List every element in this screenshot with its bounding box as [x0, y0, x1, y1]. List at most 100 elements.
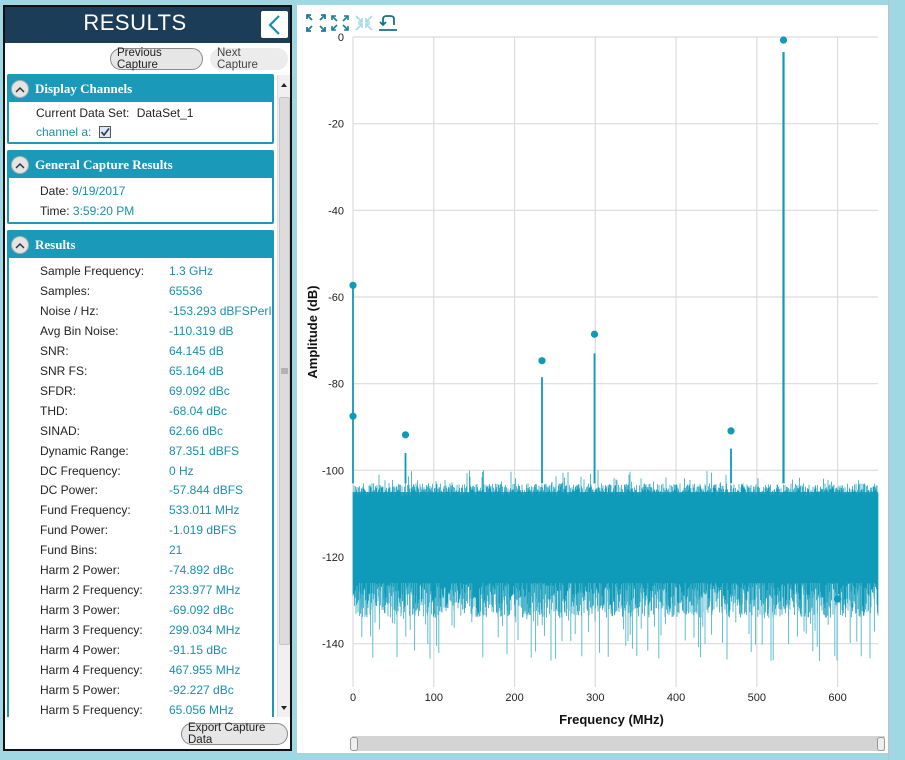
- result-value: 65.164 dB: [169, 363, 224, 378]
- previous-capture-button[interactable]: Previous Capture: [110, 47, 203, 71]
- result-label: Samples:: [40, 283, 91, 298]
- y-tick-label: -40: [328, 205, 344, 217]
- panel-title: RESULTS: [83, 10, 187, 35]
- results-panel: RESULTS Previous Capture Next Capture Di…: [3, 5, 292, 751]
- marker-point: [779, 36, 788, 44]
- result-value: -110.319 dB: [169, 323, 234, 338]
- reset-zoom-icon[interactable]: [377, 13, 399, 33]
- y-axis-title: Amplitude (dB): [305, 285, 320, 378]
- marker-point: [401, 431, 410, 439]
- result-value: -153.293 dBFSPerI: [169, 303, 272, 318]
- result-value: 64.145 dB: [169, 343, 224, 358]
- section-title: General Capture Results: [35, 157, 173, 172]
- general-capture-header[interactable]: General Capture Results: [9, 152, 272, 178]
- general-capture-section: General Capture Results Date: 9/19/2017 …: [7, 150, 274, 224]
- scroll-down-arrow-icon[interactable]: [278, 703, 290, 713]
- chevron-up-icon[interactable]: [11, 80, 29, 98]
- date-label: Date:: [40, 184, 69, 198]
- result-label: Harm 5 Frequency:: [40, 702, 143, 717]
- chart-toolbar: [305, 13, 399, 33]
- spectrum-chart[interactable]: 0 -20 -40 -60 -80 -100 -120 -140 0 100 200 300 400 50…: [297, 5, 888, 735]
- markers: [349, 36, 842, 603]
- result-value: 233.977 MHz: [169, 583, 241, 598]
- result-label: DC Power:: [40, 483, 99, 498]
- current-data-set-label: Current Data Set:: [36, 106, 130, 120]
- chevron-up-icon[interactable]: [11, 236, 29, 254]
- result-value: -74.892 dBc: [169, 563, 234, 578]
- result-value: -69.092 dBc: [169, 603, 234, 618]
- marker-point: [349, 281, 357, 289]
- scrollbar-thumb[interactable]: [279, 97, 290, 645]
- time-label: Time:: [40, 204, 70, 218]
- result-label: Fund Frequency:: [40, 503, 131, 518]
- x-tick-label: 0: [350, 692, 356, 704]
- y-tick-label: -80: [328, 379, 344, 391]
- date-row: Date: 9/19/2017: [40, 184, 125, 198]
- result-label: Noise / Hz:: [40, 303, 99, 318]
- zoom-extents-icon[interactable]: [305, 13, 327, 33]
- result-value: 299.034 MHz: [169, 623, 241, 638]
- time-value: 3:59:20 PM: [72, 204, 135, 218]
- results-section: Results Sample Frequency: 1.3 GHz Samples:…: [7, 230, 274, 717]
- current-data-set-value: DataSet_1: [136, 106, 194, 120]
- result-label: SINAD:: [40, 423, 81, 438]
- result-label: Harm 2 Power:: [40, 563, 121, 578]
- result-label: Sample Frequency:: [40, 264, 145, 278]
- result-value: -57.844 dBFS: [169, 483, 244, 498]
- next-capture-button[interactable]: Next Capture: [210, 47, 288, 71]
- scroll-up-arrow-icon[interactable]: [278, 80, 290, 90]
- display-channels-header[interactable]: Display Channels: [9, 76, 272, 102]
- chevron-up-icon[interactable]: [11, 156, 29, 174]
- section-title: Results: [35, 237, 76, 252]
- horizontal-range-scrollbar[interactable]: [350, 736, 885, 751]
- x-tick-label: 500: [748, 692, 766, 704]
- result-label: Harm 5 Power:: [40, 682, 121, 697]
- result-label: Avg Bin Noise:: [40, 323, 119, 338]
- y-tick-label: -120: [322, 552, 344, 564]
- date-value: 9/19/2017: [72, 184, 126, 198]
- section-title: Display Channels: [35, 81, 133, 96]
- export-capture-data-button[interactable]: Export Capture Data: [181, 722, 288, 746]
- display-channels-section: Display Channels Current Data Set: DataS…: [7, 74, 274, 144]
- zoom-out-icon[interactable]: [353, 13, 375, 33]
- time-row: Time: 3:59:20 PM: [40, 204, 134, 218]
- result-value: 0 Hz: [169, 463, 194, 478]
- collapse-panel-button[interactable]: [261, 11, 288, 38]
- range-start-handle[interactable]: [350, 737, 358, 751]
- x-tick-label: 200: [505, 692, 523, 704]
- result-value: 467.955 MHz: [169, 663, 241, 677]
- marker-point: [590, 330, 599, 338]
- results-header-bar[interactable]: Results: [9, 232, 272, 258]
- marker-point: [349, 412, 357, 420]
- plot-panel: [297, 5, 888, 753]
- result-value: 21: [169, 543, 183, 558]
- x-axis-title: Frequency (MHz): [559, 712, 664, 727]
- current-data-set-row: Current Data Set: DataSet_1: [36, 106, 193, 120]
- result-label: SFDR:: [40, 383, 76, 398]
- result-value: 69.092 dBc: [169, 383, 230, 398]
- result-label: THD:: [40, 403, 68, 418]
- tick-labels: 0 -20 -40 -60 -80 -100 -120 -140 0 100 200 300 400 50…: [322, 32, 847, 704]
- x-tick-label: 100: [425, 692, 443, 704]
- result-label: SNR FS:: [40, 363, 88, 378]
- y-tick-label: -20: [328, 119, 344, 131]
- result-label: Harm 2 Frequency:: [40, 583, 143, 598]
- range-end-handle[interactable]: [877, 737, 885, 751]
- grip-icon: [281, 368, 288, 374]
- noise-core: [353, 492, 878, 575]
- channel-a-checkbox[interactable]: [98, 126, 111, 138]
- marker-point: [727, 427, 735, 435]
- results-scroll-area: Display Channels Current Data Set: DataS…: [6, 74, 275, 717]
- result-label: Fund Power:: [40, 523, 109, 538]
- y-tick-label: -60: [328, 292, 344, 304]
- results-header: RESULTS: [5, 7, 290, 43]
- result-value: -91.15 dBc: [169, 643, 228, 658]
- result-value: 65.056 MHz: [169, 702, 234, 717]
- result-value: -1.019 dBFS: [169, 523, 237, 538]
- window-edge: [888, 0, 905, 760]
- channel-a-row: channel a:: [36, 125, 111, 139]
- zoom-in-icon[interactable]: [329, 13, 351, 33]
- checkmark-icon: [100, 127, 110, 137]
- vertical-scrollbar[interactable]: [277, 75, 290, 717]
- marker-point: [834, 595, 842, 603]
